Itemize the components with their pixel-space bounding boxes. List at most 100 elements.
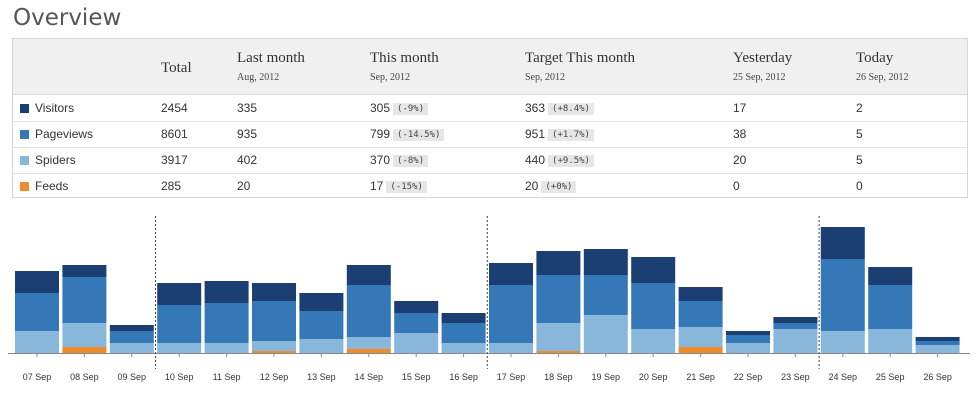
overview-table: Total Last month Aug, 2012 This month Se… <box>12 38 968 198</box>
bar-segment-pageviews <box>15 293 59 331</box>
x-tick-label: 10 Sep <box>165 372 194 382</box>
bar-segment-spiders <box>346 337 391 349</box>
x-tick-label: 24 Sep <box>829 372 858 382</box>
target-delta-badge: (+9.5%) <box>548 155 594 167</box>
bar-segment-pageviews <box>299 311 344 339</box>
x-tick-label: 12 Sep <box>260 372 289 382</box>
bar-segment-visitors <box>536 251 581 275</box>
bar-segment-spiders <box>868 329 913 353</box>
this-month-value: 370 <box>370 153 391 167</box>
cell-yesterday: 17 <box>733 101 747 115</box>
bar-segment-spiders <box>915 345 960 353</box>
target-delta-badge: (+1.7%) <box>548 129 594 141</box>
this-month-value: 305 <box>370 101 391 115</box>
column-header-today: Today 26 Sep, 2012 <box>856 50 909 83</box>
bar-segment-pageviews <box>915 341 960 345</box>
x-tick-label: 13 Sep <box>307 372 336 382</box>
bar-segment-pageviews <box>678 301 723 327</box>
page-title: Overview <box>13 5 122 31</box>
bar-segment-feeds <box>678 347 723 353</box>
bar-segment-spiders <box>299 339 344 353</box>
bar-segment-pageviews <box>583 275 628 315</box>
target-value: 951 <box>525 127 546 141</box>
cell-yesterday: 0 <box>733 179 740 193</box>
cell-target: 363 (+8.4%) <box>525 101 594 115</box>
column-header-yesterday: Yesterday 25 Sep, 2012 <box>733 50 793 83</box>
cell-this-month: 799 (-14.5%) <box>370 127 445 141</box>
bar-segment-pageviews <box>536 275 581 323</box>
cell-total: 285 <box>161 179 182 193</box>
series-swatch <box>20 130 29 139</box>
table-row: Pageviews 8601 935 799 (-14.5%) 951 (+1.7%) 38 5 <box>13 121 967 148</box>
bar-segment-spiders <box>62 323 107 347</box>
cell-this-month: 17 (-15%) <box>370 179 427 193</box>
x-tick-label: 07 Sep <box>23 372 52 382</box>
bar-segment-spiders <box>726 343 770 353</box>
cell-total: 2454 <box>161 101 188 115</box>
cell-last-month: 20 <box>237 179 251 193</box>
bar-segment-visitors <box>489 263 533 285</box>
bar-segment-visitors <box>441 313 486 323</box>
column-header-total: Total <box>161 60 192 76</box>
bar-segment-visitors <box>868 267 913 285</box>
bar-segment-pageviews <box>109 331 154 343</box>
table-row: Visitors 2454 335 305 (-9%) 363 (+8.4%) 17 2 <box>13 95 967 122</box>
x-tick-label: 14 Sep <box>355 372 384 382</box>
bar-segment-pageviews <box>157 305 202 343</box>
bar-segment-visitors <box>773 317 818 323</box>
bar-segment-visitors <box>15 271 59 293</box>
row-label: Pageviews <box>20 127 93 141</box>
cell-last-month: 402 <box>237 153 258 167</box>
bar-segment-pageviews <box>820 259 865 331</box>
x-tick-label: 11 Sep <box>213 372 241 382</box>
bar-segment-spiders <box>489 343 533 353</box>
this-month-value: 17 <box>370 179 384 193</box>
this-month-delta-badge: (-8%) <box>393 155 429 167</box>
x-tick-label: 20 Sep <box>639 372 668 382</box>
x-tick-label: 15 Sep <box>402 372 431 382</box>
table-row: Feeds 285 20 17 (-15%) 20 (+0%) 0 0 <box>13 173 967 199</box>
x-tick-label: 08 Sep <box>70 372 99 382</box>
bar-segment-visitors <box>204 281 249 303</box>
column-header-last-month: Last month Aug, 2012 <box>237 50 305 83</box>
bar-segment-visitors <box>820 227 865 259</box>
cell-last-month: 935 <box>237 127 258 141</box>
bar-segment-spiders <box>204 343 249 353</box>
row-name: Spiders <box>35 153 76 167</box>
target-value: 363 <box>525 101 546 115</box>
bar-segment-pageviews <box>346 285 391 337</box>
bar-segment-pageviews <box>394 313 439 333</box>
bar-segment-visitors <box>109 325 154 331</box>
cell-last-month: 335 <box>237 101 258 115</box>
bar-segment-visitors <box>346 265 391 285</box>
x-tick-label: 26 Sep <box>923 372 952 382</box>
bar-segment-visitors <box>583 249 628 275</box>
row-name: Visitors <box>35 101 75 115</box>
bar-segment-spiders <box>678 327 723 347</box>
bar-segment-pageviews <box>868 285 913 329</box>
cell-yesterday: 38 <box>733 127 747 141</box>
row-label: Spiders <box>20 153 76 167</box>
bar-segment-spiders <box>820 331 865 353</box>
bar-segment-pageviews <box>62 277 107 323</box>
bar-segment-visitors <box>157 283 202 305</box>
row-label: Feeds <box>20 179 68 193</box>
cell-target: 951 (+1.7%) <box>525 127 594 141</box>
series-swatch <box>20 156 29 165</box>
bar-segment-feeds <box>62 347 107 353</box>
bar-segment-pageviews <box>489 285 533 343</box>
stacked-bar-chart: 07 Sep 08 Sep 09 Sep 10 Sep 11 Sep 12 Sep 13 S… <box>8 216 970 382</box>
series-swatch <box>20 182 29 191</box>
row-label: Visitors <box>20 101 74 115</box>
x-tick-label: 21 Sep <box>686 372 715 382</box>
target-value: 20 <box>525 179 539 193</box>
bar-segment-spiders <box>773 329 818 353</box>
bar-segment-spiders <box>252 341 296 351</box>
bar-segment-spiders <box>631 329 676 353</box>
bar-segment-visitors <box>915 337 960 341</box>
bar-segment-spiders <box>536 323 581 351</box>
cell-today: 5 <box>856 127 863 141</box>
cell-this-month: 305 (-9%) <box>370 101 429 115</box>
x-tick-label: 16 Sep <box>449 372 478 382</box>
cell-today: 2 <box>856 101 863 115</box>
